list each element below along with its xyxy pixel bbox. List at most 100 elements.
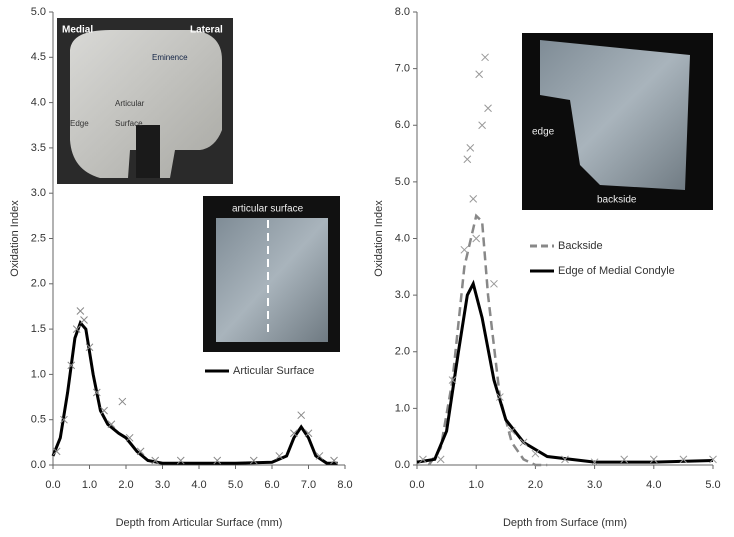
data-point [463, 155, 472, 164]
y-tick-label: 0.5 [31, 414, 46, 426]
data-point [436, 455, 445, 464]
y-tick-label: 8.0 [395, 6, 410, 18]
photo-label: Lateral [190, 25, 223, 36]
x-tick-label: 0.0 [45, 479, 60, 491]
x-tick-label: 1.0 [82, 479, 97, 491]
data-point [490, 279, 498, 288]
data-point [419, 455, 427, 464]
data-point [107, 420, 116, 429]
y-tick-label: 5.0 [31, 6, 46, 18]
x-tick-label: 6.0 [264, 479, 279, 491]
data-point [315, 452, 324, 460]
data-point [72, 325, 81, 333]
legend-label: Edge of Medial Condyle [558, 265, 675, 277]
x-axis-title: Depth from Surface (mm) [503, 517, 627, 529]
data-point [507, 427, 516, 435]
data-point [519, 438, 528, 447]
y-tick-label: 3.5 [31, 142, 46, 154]
x-tick-label: 5.0 [228, 479, 243, 491]
photo-label: Articular [115, 99, 145, 108]
data-point [76, 307, 85, 315]
data-point [472, 234, 481, 243]
y-tick-label: 6.0 [395, 119, 410, 131]
data-point [60, 415, 68, 424]
x-tick-label: 0.0 [409, 479, 424, 491]
knee-photo: Medial Lateral Eminence Articular Surfac… [57, 18, 233, 184]
data-point [92, 388, 101, 397]
x-tick-label: 3.0 [155, 479, 170, 491]
data-point [275, 452, 284, 460]
data-line [416, 279, 714, 464]
backside-photo: edge backside [522, 33, 713, 210]
photo-label: Surface [115, 119, 143, 128]
y-tick-label: 7.0 [395, 63, 410, 75]
y-tick-label: 1.0 [395, 402, 410, 414]
data-point [85, 343, 94, 352]
y-tick-label: 4.5 [31, 51, 46, 63]
data-point [80, 316, 88, 324]
data-point [67, 361, 76, 370]
photo-label: Eminence [152, 53, 188, 62]
y-tick-label: 3.0 [31, 187, 46, 199]
data-point [469, 195, 478, 203]
x-tick-label: 2.0 [118, 479, 133, 491]
photo-label: Edge [70, 119, 89, 128]
data-point [590, 458, 599, 467]
data-point [679, 455, 688, 464]
x-tick-label: 7.0 [301, 479, 316, 491]
photo-label: articular surface [232, 204, 304, 215]
y-tick-label: 2.0 [395, 346, 410, 358]
y-tick-label: 2.5 [31, 232, 46, 244]
y-axis-title: Oxidation Index [373, 200, 385, 277]
y-tick-label: 4.0 [31, 97, 46, 109]
data-point [100, 406, 108, 415]
data-point [478, 121, 486, 130]
data-point [52, 447, 61, 456]
y-axis-title: Oxidation Index [9, 200, 21, 277]
x-tick-label: 1.0 [469, 479, 484, 491]
y-tick-label: 0.0 [395, 459, 410, 471]
data-point [297, 411, 306, 420]
legend-label: Backside [558, 240, 603, 252]
data-point [475, 70, 484, 79]
x-tick-label: 3.0 [587, 479, 602, 491]
x-tick-label: 2.0 [528, 479, 543, 491]
data-point [481, 53, 489, 62]
data-point [151, 456, 160, 465]
data-point [304, 429, 313, 438]
x-tick-label: 4.0 [191, 479, 206, 491]
photo-label: edge [532, 127, 555, 138]
data-point [125, 433, 134, 442]
y-tick-label: 1.0 [31, 368, 46, 380]
data-point [561, 455, 569, 464]
data-point [118, 397, 127, 406]
data-point [466, 144, 475, 152]
data-line [51, 319, 338, 465]
photo-label: backside [597, 195, 637, 206]
x-axis-title: Depth from Articular Surface (mm) [116, 517, 283, 529]
surface-photo: articular surface [203, 196, 340, 352]
data-point [448, 376, 457, 384]
data-point [709, 455, 717, 464]
data-point [620, 455, 629, 464]
data-line [427, 213, 548, 467]
y-tick-label: 5.0 [395, 176, 410, 188]
x-tick-label: 8.0 [337, 479, 352, 491]
x-tick-label: 4.0 [646, 479, 661, 491]
data-point [496, 393, 504, 401]
legend-label: Articular Surface [233, 365, 314, 377]
data-point [176, 456, 185, 465]
data-point [136, 447, 145, 456]
data-point [213, 456, 222, 465]
y-tick-label: 1.5 [31, 323, 46, 335]
data-point [484, 104, 492, 113]
y-tick-label: 3.0 [395, 289, 410, 301]
data-point [249, 456, 258, 465]
y-tick-label: 4.0 [395, 232, 410, 244]
data-point [290, 429, 298, 438]
y-tick-label: 2.0 [31, 278, 46, 290]
data-point [460, 245, 469, 254]
data-point [649, 455, 658, 464]
